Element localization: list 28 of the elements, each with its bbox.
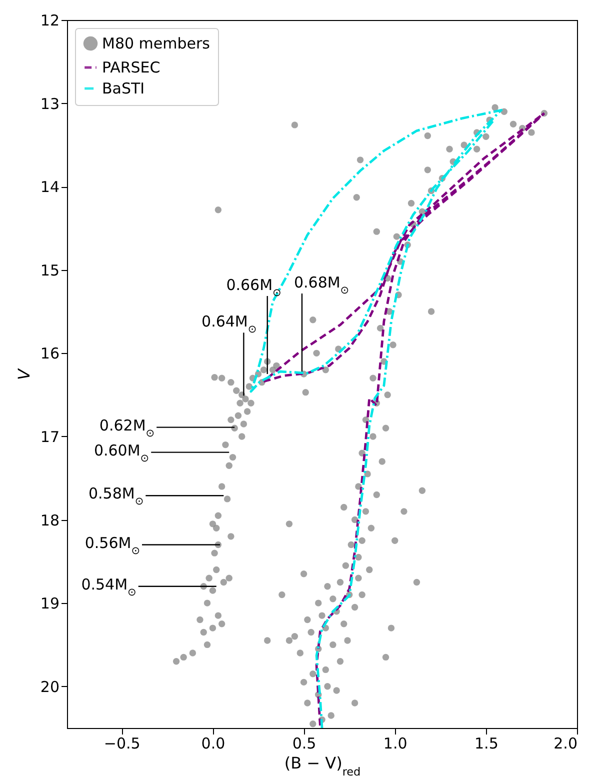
y-tick-label: 20 [40,678,60,696]
annotation: 0.66M$_{⊙}$ [226,276,282,299]
y-tick-label: 15 [40,261,60,280]
x-tick-label: 0.5 [292,734,316,752]
y-tick-label: 17 [40,428,60,446]
y-tick-label: 12 [40,12,60,30]
x-tick-label: −0.5 [104,734,140,752]
y-tick-label: 16 [40,344,60,363]
legend-label: BaSTI [102,80,145,98]
annotation: 0.56M$_{⊙}$ [84,534,140,557]
x-tick-label: 1.0 [383,734,408,752]
annotation: 0.62M$_{⊙}$ [99,416,155,440]
annotation: 0.58M$_{⊙}$ [88,484,144,508]
annotation: 0.64M$_{⊙}$ [202,312,257,336]
legend-label: M80 members [102,34,210,52]
y-tick-label: 18 [40,511,60,530]
y-axis-title: V [14,368,34,380]
y-tick-label: 19 [40,594,60,613]
x-tick-label: 1.5 [474,734,498,752]
legend-label: PARSEC [102,58,160,76]
x-tick-label: 2.0 [554,734,578,752]
annotation: 0.60M$_{⊙}$ [94,441,150,464]
annotation: 0.54M$_{⊙}$ [81,575,136,598]
annotation: 0.68M$_{⊙}$ [294,274,350,296]
x-tick-label: 0.0 [201,734,226,752]
x-axis-title: (B − V)$_{red}$ [284,754,361,778]
y-tick-label: 14 [40,178,60,196]
y-tick-label: 13 [40,94,60,113]
